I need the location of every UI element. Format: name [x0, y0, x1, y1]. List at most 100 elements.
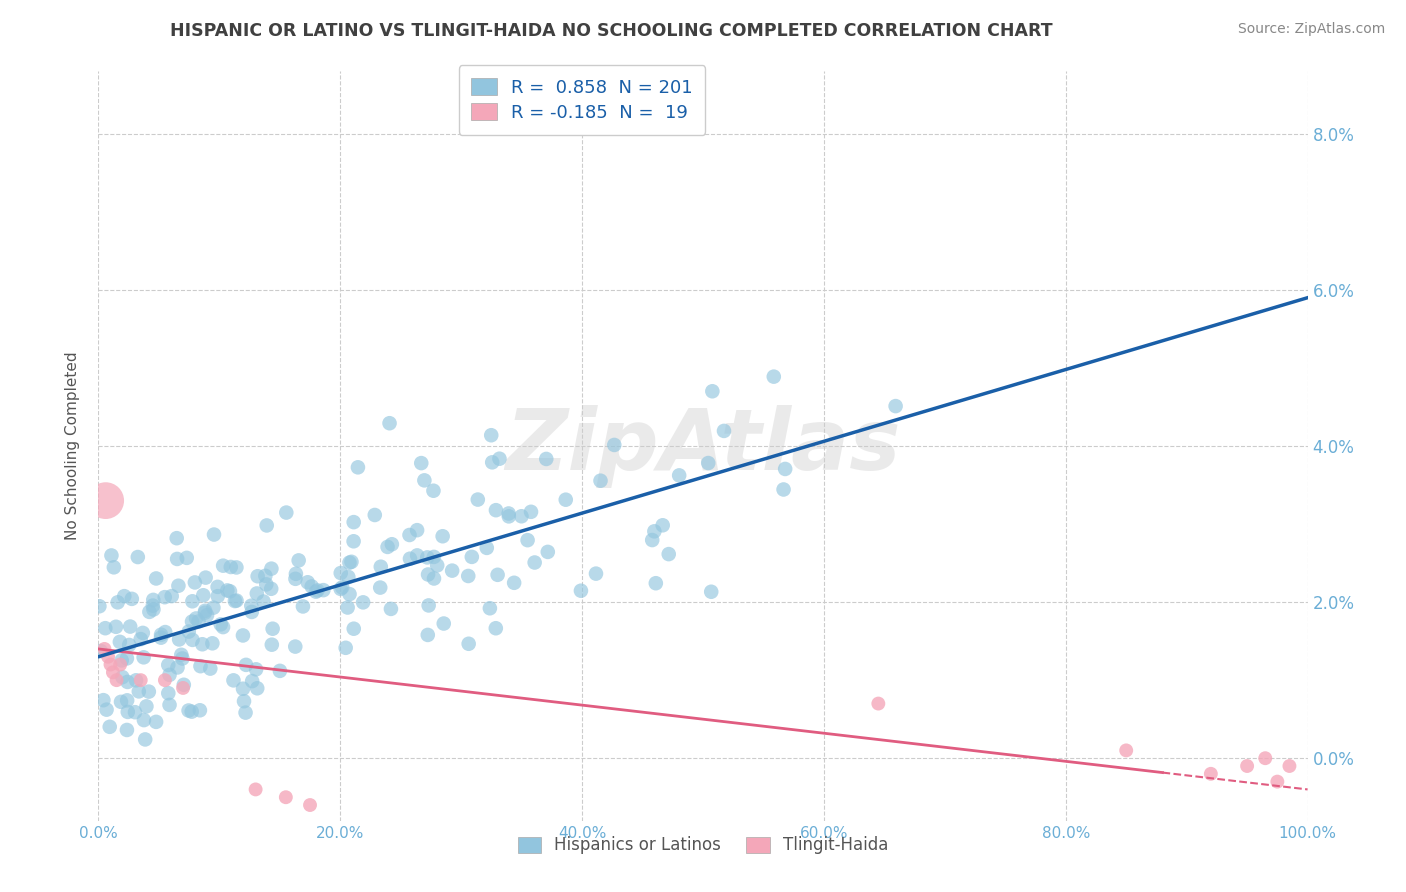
Point	[537, 545, 560, 559]
Point	[343, 515, 366, 529]
Point	[188, 703, 211, 717]
Point	[284, 572, 307, 586]
Point	[262, 622, 284, 636]
Point	[121, 591, 143, 606]
Point	[172, 681, 194, 695]
Point	[713, 424, 735, 438]
Point	[128, 684, 150, 698]
Point	[103, 560, 125, 574]
Point	[167, 579, 190, 593]
Point	[337, 570, 360, 584]
Point	[399, 551, 422, 566]
Point	[127, 549, 149, 564]
Point	[145, 572, 167, 586]
Point	[554, 492, 576, 507]
Point	[132, 650, 155, 665]
Point	[240, 599, 263, 613]
Point	[301, 579, 323, 593]
Point	[485, 621, 508, 635]
Point	[187, 615, 209, 629]
Point	[209, 617, 232, 632]
Point	[104, 620, 127, 634]
Point	[884, 399, 907, 413]
Point	[461, 549, 484, 564]
Point	[297, 575, 319, 590]
Point	[378, 416, 401, 430]
Point	[94, 493, 117, 508]
Point	[195, 608, 218, 623]
Point	[467, 492, 489, 507]
Point	[159, 698, 181, 712]
Legend: Hispanics or Latinos, Tlingit-Haida: Hispanics or Latinos, Tlingit-Haida	[510, 830, 896, 861]
Point	[202, 527, 225, 541]
Point	[364, 508, 387, 522]
Point	[305, 584, 328, 599]
Point	[194, 604, 217, 618]
Point	[252, 594, 274, 608]
Point	[284, 640, 307, 654]
Point	[256, 518, 278, 533]
Point	[1267, 774, 1289, 789]
Point	[180, 705, 202, 719]
Point	[1115, 743, 1137, 757]
Point	[235, 657, 257, 672]
Point	[457, 637, 479, 651]
Point	[406, 549, 429, 563]
Point	[423, 572, 446, 586]
Point	[589, 474, 612, 488]
Point	[536, 452, 558, 467]
Point	[150, 628, 173, 642]
Point	[423, 549, 446, 564]
Point	[181, 594, 204, 608]
Point	[342, 534, 364, 549]
Point	[115, 723, 138, 737]
Point	[381, 537, 404, 551]
Point	[498, 509, 520, 524]
Point	[176, 550, 198, 565]
Point	[418, 599, 440, 613]
Point	[157, 686, 180, 700]
Point	[97, 649, 120, 664]
Point	[433, 616, 456, 631]
Point	[411, 456, 433, 470]
Point	[299, 798, 322, 813]
Point	[117, 705, 139, 719]
Point	[479, 428, 502, 442]
Point	[697, 456, 720, 470]
Point	[312, 583, 335, 598]
Point	[157, 657, 180, 672]
Point	[118, 638, 141, 652]
Point	[202, 600, 225, 615]
Point	[1278, 759, 1301, 773]
Point	[96, 703, 118, 717]
Point	[287, 553, 309, 567]
Point	[340, 555, 363, 569]
Point	[422, 483, 444, 498]
Point	[520, 505, 543, 519]
Point	[132, 626, 155, 640]
Point	[138, 684, 160, 698]
Point	[177, 624, 200, 639]
Point	[441, 564, 464, 578]
Point	[240, 605, 263, 619]
Point	[457, 569, 479, 583]
Point	[153, 673, 176, 688]
Point	[503, 575, 526, 590]
Point	[246, 586, 269, 600]
Point	[212, 620, 235, 634]
Point	[90, 644, 112, 658]
Point	[235, 706, 257, 720]
Point	[377, 540, 399, 554]
Point	[380, 602, 402, 616]
Point	[510, 509, 533, 524]
Point	[153, 590, 176, 604]
Point	[245, 662, 267, 676]
Point	[486, 567, 509, 582]
Point	[335, 640, 357, 655]
Point	[124, 705, 146, 719]
Point	[181, 632, 204, 647]
Point	[773, 462, 796, 476]
Point	[232, 628, 254, 642]
Point	[370, 559, 392, 574]
Point	[108, 635, 131, 649]
